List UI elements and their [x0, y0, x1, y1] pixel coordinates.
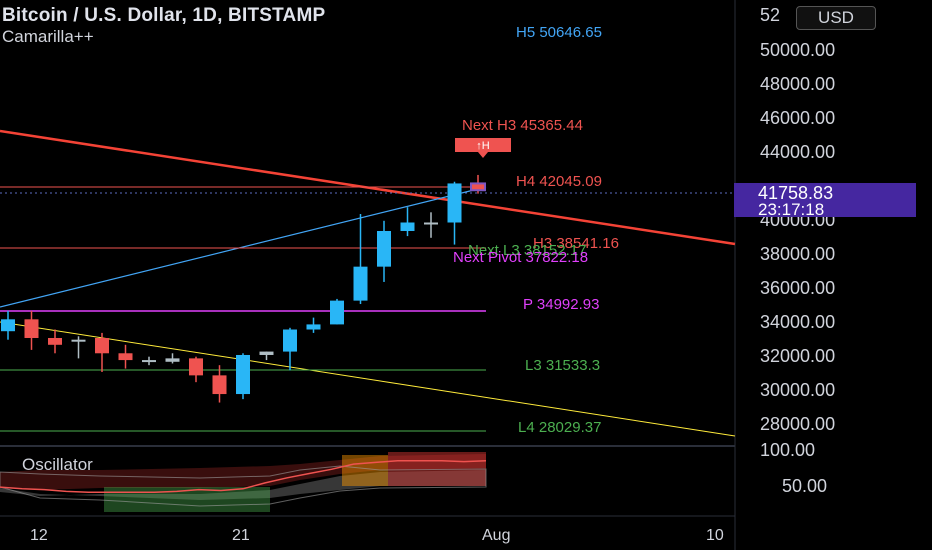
osc-band-outline	[0, 465, 487, 507]
candle-body	[71, 339, 86, 342]
symbol-title: Bitcoin / U.S. Dollar, 1D, BITSTAMP	[2, 5, 326, 26]
next-h3-label: Next H3 45365.44	[462, 117, 583, 134]
candles[interactable]	[1, 174, 486, 403]
y-tick-label: 28000.00	[760, 413, 836, 434]
bar-countdown: 23:17:18	[758, 200, 825, 219]
y-tick-label: 50000.00	[760, 39, 836, 60]
y-tick-label: 36000.00	[760, 277, 836, 298]
y-tick-top-partial: 52	[760, 5, 781, 25]
y-tick-label: 48000.00	[760, 73, 836, 94]
main-pane	[0, 0, 735, 445]
x-tick-10: 10	[706, 527, 724, 544]
candle-body	[259, 351, 274, 355]
h5-label: H5 50646.65	[516, 24, 602, 41]
oscillator-line	[0, 460, 487, 493]
y-tick-label: 30000.00	[760, 379, 836, 400]
candle-body	[212, 375, 227, 395]
candle-body	[95, 337, 109, 354]
next-l3-label: Next L3 38152.17	[468, 242, 587, 259]
x-tick-aug: Aug	[482, 527, 511, 544]
y-tick-label: 46000.00	[760, 107, 836, 128]
y-tick-label: 44000.00	[760, 141, 836, 162]
candle-body	[400, 222, 415, 231]
currency-button[interactable]: USD	[796, 6, 876, 30]
y-tick-label: 38000.00	[760, 243, 836, 264]
pivot-label: P 34992.93	[523, 296, 600, 313]
candle-body	[189, 358, 203, 376]
indicator-name[interactable]: Camarilla++	[2, 27, 94, 46]
overbought-zone-1	[342, 455, 388, 486]
candle-body	[48, 337, 62, 345]
candle-body	[377, 230, 391, 267]
osc-tick-50: 50.00	[782, 476, 828, 496]
h4-label: H4 42045.09	[516, 173, 602, 190]
candle-body	[424, 222, 438, 225]
candle-body	[142, 360, 156, 363]
signal-badge-text: ↑H	[476, 140, 490, 152]
candle-body	[236, 354, 250, 395]
candle-body	[165, 358, 180, 362]
candle-body	[470, 182, 486, 192]
current-price-value: 41758.83	[758, 183, 834, 203]
x-tick-12: 12	[30, 527, 48, 544]
candle-body	[24, 319, 39, 338]
candle-body	[330, 300, 344, 325]
uptrend-line[interactable]	[0, 186, 487, 308]
candle-body	[353, 266, 368, 301]
l4-label: L4 28029.37	[518, 419, 602, 436]
candle-body	[306, 324, 321, 330]
oscillator-label[interactable]: Oscillator	[22, 455, 93, 474]
current-price-label: 41758.83 23:17:18	[734, 183, 916, 219]
support-trend-line[interactable]	[0, 321, 736, 437]
y-tick-label: 34000.00	[760, 311, 836, 332]
candle-body	[118, 353, 133, 361]
y-tick-label: 32000.00	[760, 345, 836, 366]
l3-label: L3 31533.3	[525, 357, 601, 374]
candle-body	[447, 183, 462, 223]
osc-tick-100: 100.00	[760, 440, 816, 460]
osc-lower-band	[0, 470, 486, 500]
x-tick-21: 21	[232, 527, 250, 544]
h3-label: H3 38541.16	[533, 235, 619, 252]
signal-badge: ↑H	[455, 138, 511, 158]
next-pivot-label: Next Pivot 37822.18	[453, 249, 589, 266]
candle-body	[1, 319, 15, 332]
candle-body	[283, 329, 297, 352]
